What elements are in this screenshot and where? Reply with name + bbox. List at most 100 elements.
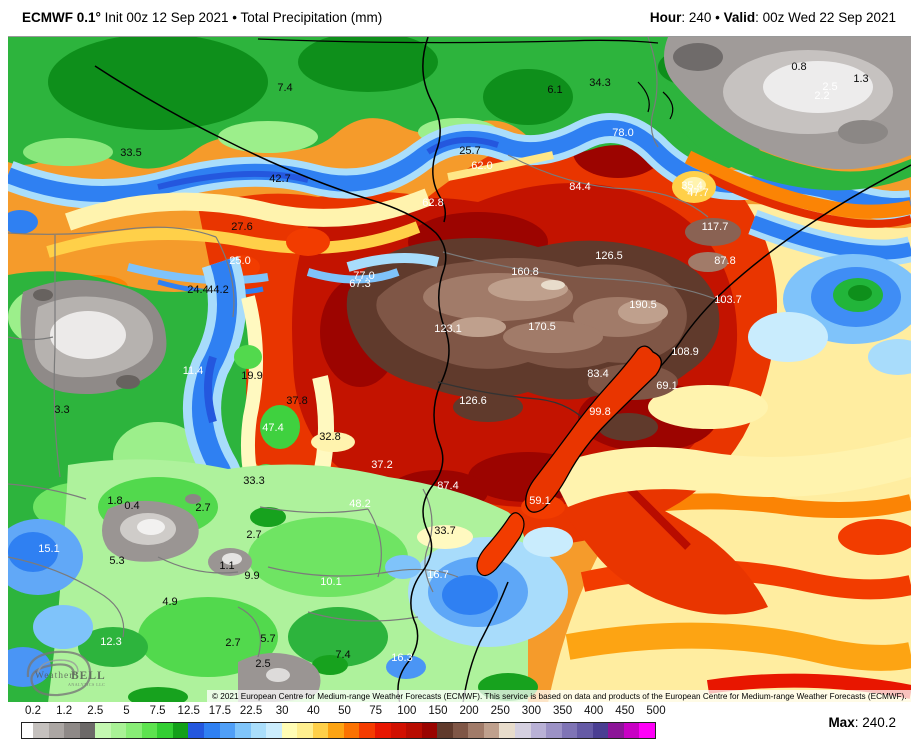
legend-swatch <box>421 723 438 738</box>
map-value-label: 69.1 <box>656 380 677 392</box>
header-title: ECMWF 0.1° Init 00z 12 Sep 2021 • Total … <box>22 10 382 25</box>
map-value-label: 99.8 <box>589 406 610 418</box>
header-bar: ECMWF 0.1° Init 00z 12 Sep 2021 • Total … <box>0 0 914 36</box>
map-value-label: 37.2 <box>371 459 392 471</box>
legend-swatch <box>561 723 578 738</box>
legend-tick: 5 <box>123 705 130 717</box>
legend-swatch <box>141 723 158 738</box>
legend-swatch <box>483 723 500 738</box>
max-number: : 240.2 <box>854 715 896 730</box>
admin-borders <box>8 37 724 658</box>
map-value-label: 87.4 <box>437 480 458 492</box>
map-value-label: 0.4 <box>124 500 139 512</box>
legend-swatch <box>79 723 96 738</box>
coastline-and-rivers <box>94 37 911 703</box>
legend-swatch <box>406 723 422 738</box>
map-value-label: 2.7 <box>195 502 210 514</box>
map-value-label: 12.3 <box>100 636 121 648</box>
map-value-label: 5.3 <box>109 555 124 567</box>
legend-tick: 50 <box>338 705 351 717</box>
map-value-label: 33.5 <box>120 147 141 159</box>
legend-swatch <box>219 723 236 738</box>
map-value-label: 67.3 <box>349 278 370 290</box>
map-value-label: 108.9 <box>671 346 699 358</box>
model-name: ECMWF 0.1° <box>22 9 101 25</box>
map-value-label: 62.8 <box>422 197 443 209</box>
legend-tick: 350 <box>552 705 573 717</box>
map-value-label: 1.8 <box>107 495 122 507</box>
map-value-label: 47.4 <box>262 422 283 434</box>
legend-swatch <box>48 723 65 738</box>
legend-swatch <box>157 723 173 738</box>
copyright-strip: © 2021 European Centre for Medium-range … <box>207 690 911 703</box>
legend-swatch <box>266 723 282 738</box>
map-value-label: 0.8 <box>791 61 806 73</box>
header-validity: Hour: 240 • Valid: 00z Wed 22 Sep 2021 <box>650 10 896 25</box>
init-time: Init 00z 12 Sep 2021 • Total Precipitati… <box>100 9 383 25</box>
map-value-label: 2.7 <box>225 637 240 649</box>
legend-swatch <box>328 723 344 738</box>
legend-swatch <box>499 723 515 738</box>
map-value-label: 3.3 <box>54 404 69 416</box>
map-value-label: 2.5 <box>255 658 270 670</box>
map-value-label: 84.4 <box>569 181 590 193</box>
legend-tick: 500 <box>646 705 666 717</box>
map-value-label: 78.0 <box>612 127 633 139</box>
legend-swatch <box>468 723 484 738</box>
legend-tick: 75 <box>369 705 383 717</box>
legend-swatch <box>297 723 313 738</box>
map-value-label: 126.5 <box>595 250 623 262</box>
legend-swatch <box>546 723 562 738</box>
map-value-label: 2.5 <box>822 81 837 93</box>
legend-swatch <box>437 723 453 738</box>
legend-tick: 30 <box>275 705 289 717</box>
map-value-label: 123.1 <box>434 323 462 335</box>
legend-tick: 300 <box>521 705 541 717</box>
map-value-label: 62.0 <box>471 160 492 172</box>
map-value-label: 117.7 <box>702 221 729 233</box>
map-value-label: 4.9 <box>162 596 177 608</box>
legend-swatch <box>281 723 298 738</box>
legend-swatch <box>514 723 531 738</box>
map-value-label: 24.4 <box>187 284 208 296</box>
legend-swatch <box>343 723 360 738</box>
legend-swatch <box>639 723 655 738</box>
legend-swatch <box>22 723 33 738</box>
legend-swatch <box>110 723 127 738</box>
map-value-label: 16.7 <box>427 569 448 581</box>
legend-swatch <box>204 723 220 738</box>
legend-color-bar <box>21 722 656 739</box>
weather-map: Weather BELL ANALYTICS LLC 0.8 1.3 2.5 2.2 7… <box>8 36 911 703</box>
map-value-label: 47.7 <box>687 187 708 199</box>
map-value-label: 160.8 <box>511 266 539 278</box>
map-value-label: 103.7 <box>714 294 742 306</box>
legend-tick: 2.5 <box>87 705 104 717</box>
map-value-label: 16.3 <box>391 652 412 664</box>
map-value-label: 170.5 <box>528 321 556 333</box>
map-value-label: 5.7 <box>260 633 275 645</box>
map-value-label: 32.8 <box>319 431 340 443</box>
legend-tick: 250 <box>490 705 510 717</box>
map-value-label: 9.9 <box>244 570 259 582</box>
legend-swatch <box>235 723 251 738</box>
logo-text-sub: ANALYTICS LLC <box>68 682 105 687</box>
legend-swatch <box>64 723 80 738</box>
map-value-label: 44.2 <box>207 284 228 296</box>
legend-tick: 17.5 <box>208 705 232 717</box>
max-label: Max <box>828 715 855 730</box>
legend-swatch <box>359 723 376 738</box>
legend-tick: 200 <box>459 705 479 717</box>
weatherbell-logo: Weather BELL ANALYTICS LLC <box>26 650 105 697</box>
legend-tick: 7.5 <box>149 705 166 717</box>
legend-tick: 150 <box>428 705 448 717</box>
legend-tick: 0.2 <box>25 705 41 717</box>
max-value: Max: 240.2 <box>828 715 896 730</box>
logo-text-weather: Weather <box>35 671 73 681</box>
map-value-label: 33.7 <box>434 525 455 537</box>
legend-swatch <box>577 723 593 738</box>
map-value-label: 6.1 <box>547 84 562 96</box>
map-value-label: 25.0 <box>229 255 250 267</box>
map-value-label: 42.7 <box>269 173 290 185</box>
map-value-label: 87.8 <box>714 255 735 267</box>
hour-value: : 240 • <box>681 9 724 25</box>
